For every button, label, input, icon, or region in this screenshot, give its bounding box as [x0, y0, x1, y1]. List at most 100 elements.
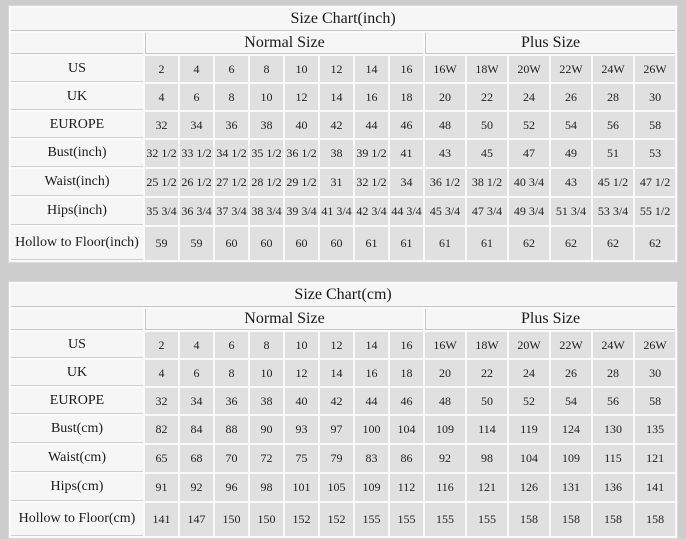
- size-value-cell: 90: [250, 416, 283, 443]
- table-row: Hollow to Floor(cm) 141 147 150 150 152 152 155…: [11, 503, 676, 536]
- size-value-cell: 18: [390, 84, 423, 110]
- size-value-cell: 38: [250, 112, 283, 138]
- size-value-cell: 20: [425, 360, 465, 386]
- size-value-cell: 109: [355, 474, 388, 501]
- table-row: UK 4 6 8 10 12 14 16 18 20 22 24 26 28 30: [11, 84, 676, 110]
- size-value-cell: 38: [320, 140, 353, 167]
- size-value-cell: 22W: [551, 332, 591, 358]
- size-value-cell: 14: [320, 84, 353, 110]
- size-value-cell: 136: [593, 474, 633, 501]
- row-label: Hollow to Floor(cm): [11, 503, 143, 536]
- size-value-cell: 59: [180, 227, 213, 260]
- size-value-cell: 36: [215, 112, 248, 138]
- size-value-cell: 100: [355, 416, 388, 443]
- size-value-cell: 16W: [425, 332, 465, 358]
- size-value-cell: 121: [467, 474, 507, 501]
- size-value-cell: 40 3/4: [509, 169, 549, 196]
- size-value-cell: 48: [425, 388, 465, 414]
- size-value-cell: 25 1/2: [145, 169, 178, 196]
- size-value-cell: 114: [467, 416, 507, 443]
- size-value-cell: 131: [551, 474, 591, 501]
- corner-cell: [11, 309, 143, 330]
- size-value-cell: 96: [215, 474, 248, 501]
- size-value-cell: 16: [355, 360, 388, 386]
- size-value-cell: 47 3/4: [467, 198, 507, 225]
- size-value-cell: 50: [467, 388, 507, 414]
- size-value-cell: 8: [250, 56, 283, 82]
- size-value-cell: 158: [593, 503, 633, 536]
- size-value-cell: 101: [285, 474, 318, 501]
- size-value-cell: 121: [635, 445, 676, 472]
- size-value-cell: 97: [320, 416, 353, 443]
- group-header-normal: Normal Size: [145, 309, 423, 330]
- size-value-cell: 38 3/4: [250, 198, 283, 225]
- size-value-cell: 152: [320, 503, 353, 536]
- size-value-cell: 51: [593, 140, 633, 167]
- size-value-cell: 47: [509, 140, 549, 167]
- size-value-cell: 55 1/2: [635, 198, 676, 225]
- size-value-cell: 82: [145, 416, 178, 443]
- size-value-cell: 33 1/2: [180, 140, 213, 167]
- size-value-cell: 42 3/4: [355, 198, 388, 225]
- size-value-cell: 32: [145, 388, 178, 414]
- size-value-cell: 83: [355, 445, 388, 472]
- size-value-cell: 60: [320, 227, 353, 260]
- size-value-cell: 141: [145, 503, 178, 536]
- size-value-cell: 6: [180, 360, 213, 386]
- corner-cell: [11, 33, 143, 54]
- size-value-cell: 130: [593, 416, 633, 443]
- size-value-cell: 14: [355, 332, 388, 358]
- size-value-cell: 109: [551, 445, 591, 472]
- size-value-cell: 44: [355, 112, 388, 138]
- size-value-cell: 49: [551, 140, 591, 167]
- size-value-cell: 18W: [467, 332, 507, 358]
- size-value-cell: 36 1/2: [285, 140, 318, 167]
- size-value-cell: 53 3/4: [593, 198, 633, 225]
- size-value-cell: 14: [320, 360, 353, 386]
- size-value-cell: 20W: [509, 332, 549, 358]
- size-value-cell: 12: [320, 332, 353, 358]
- size-value-cell: 22W: [551, 56, 591, 82]
- size-value-cell: 155: [425, 503, 465, 536]
- size-value-cell: 4: [145, 84, 178, 110]
- row-label: Bust(inch): [11, 140, 143, 167]
- group-header-normal: Normal Size: [145, 33, 423, 54]
- size-rows: US 2 4 6 8 10 12 14 16 16W 18W 20W 22W 24W 26W UK 4 6 8 10 1…: [11, 332, 676, 536]
- size-value-cell: 32 1/2: [145, 140, 178, 167]
- size-value-cell: 115: [593, 445, 633, 472]
- size-value-cell: 24W: [593, 56, 633, 82]
- size-value-cell: 10: [285, 332, 318, 358]
- size-value-cell: 16: [390, 56, 423, 82]
- row-label: Hollow to Floor(inch): [11, 227, 143, 260]
- size-value-cell: 2: [145, 56, 178, 82]
- size-value-cell: 112: [390, 474, 423, 501]
- size-value-cell: 47 1/2: [635, 169, 676, 196]
- size-value-cell: 65: [145, 445, 178, 472]
- size-value-cell: 29 1/2: [285, 169, 318, 196]
- size-value-cell: 45: [467, 140, 507, 167]
- size-value-cell: 86: [390, 445, 423, 472]
- row-label: EUROPE: [11, 388, 143, 414]
- size-value-cell: 59: [145, 227, 178, 260]
- size-value-cell: 18: [390, 360, 423, 386]
- table-row: Bust(inch) 32 1/2 33 1/2 34 1/2 35 1/2 36 1/2…: [11, 140, 676, 167]
- size-value-cell: 16: [355, 84, 388, 110]
- size-value-cell: 150: [250, 503, 283, 536]
- size-value-cell: 38: [250, 388, 283, 414]
- size-value-cell: 34: [390, 169, 423, 196]
- size-value-cell: 92: [425, 445, 465, 472]
- size-value-cell: 32 1/2: [355, 169, 388, 196]
- size-value-cell: 16W: [425, 56, 465, 82]
- size-value-cell: 98: [250, 474, 283, 501]
- size-value-cell: 43: [551, 169, 591, 196]
- size-value-cell: 126: [509, 474, 549, 501]
- row-label: EUROPE: [11, 112, 143, 138]
- size-value-cell: 49 3/4: [509, 198, 549, 225]
- size-value-cell: 58: [635, 112, 676, 138]
- size-value-cell: 61: [425, 227, 465, 260]
- size-value-cell: 60: [250, 227, 283, 260]
- size-value-cell: 18W: [467, 56, 507, 82]
- table-row: Waist(cm) 65 68 70 72 75 79 83 86 92 98 104 109 115 12…: [11, 445, 676, 472]
- size-value-cell: 104: [390, 416, 423, 443]
